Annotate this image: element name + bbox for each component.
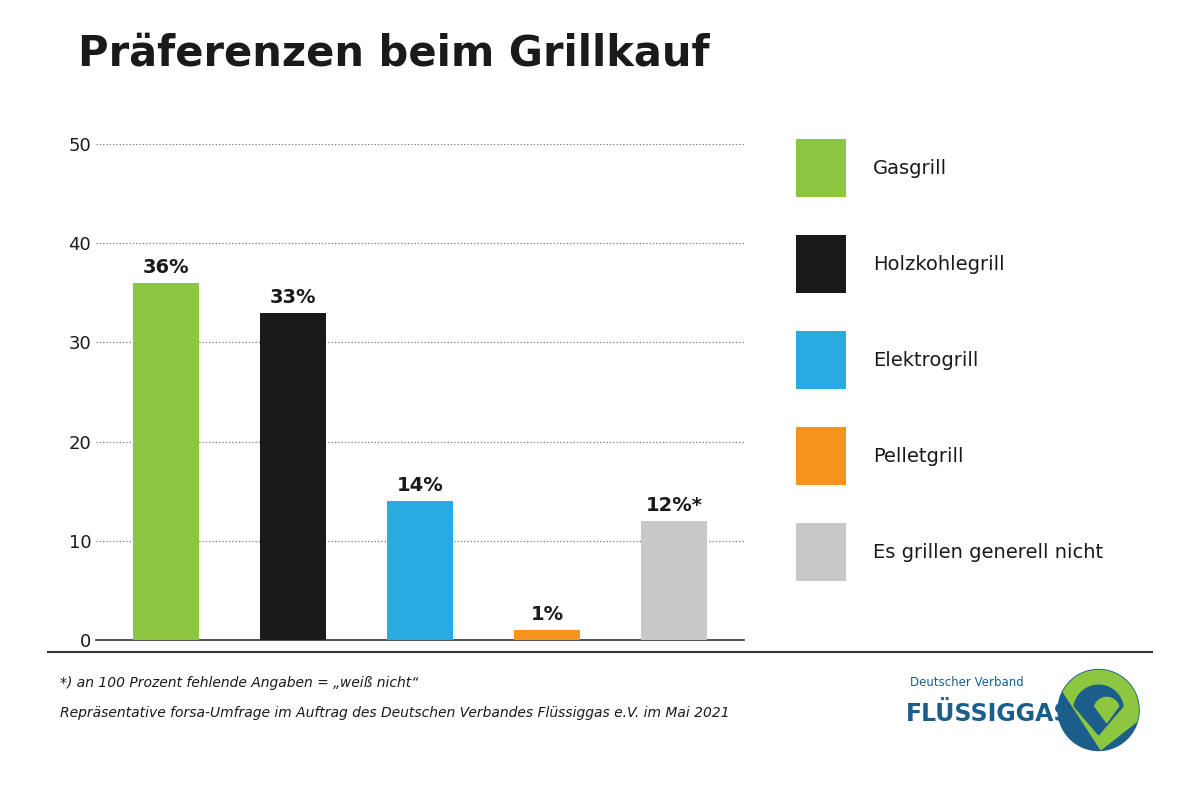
Bar bbox=[133, 283, 199, 640]
FancyBboxPatch shape bbox=[796, 427, 846, 485]
Bar bbox=[514, 630, 580, 640]
Polygon shape bbox=[1074, 686, 1123, 734]
Text: FLÜSSIGGAS: FLÜSSIGGAS bbox=[906, 702, 1072, 726]
Text: Deutscher Verband: Deutscher Verband bbox=[910, 676, 1024, 689]
Text: Elektrogrill: Elektrogrill bbox=[872, 350, 978, 370]
FancyBboxPatch shape bbox=[796, 523, 846, 581]
Text: Pelletgrill: Pelletgrill bbox=[872, 446, 964, 466]
Bar bbox=[386, 501, 454, 640]
Text: 14%: 14% bbox=[397, 476, 443, 495]
Bar bbox=[260, 313, 326, 640]
Text: Gasgrill: Gasgrill bbox=[872, 158, 947, 178]
Text: Holzkohlegrill: Holzkohlegrill bbox=[872, 254, 1004, 274]
FancyBboxPatch shape bbox=[796, 235, 846, 293]
Polygon shape bbox=[1094, 698, 1118, 722]
Text: 36%: 36% bbox=[143, 258, 190, 277]
Text: 12%*: 12%* bbox=[646, 496, 702, 515]
Text: 1%: 1% bbox=[530, 605, 564, 624]
FancyBboxPatch shape bbox=[796, 139, 846, 197]
Text: 33%: 33% bbox=[270, 288, 316, 306]
Text: Es grillen generell nicht: Es grillen generell nicht bbox=[872, 542, 1103, 562]
Circle shape bbox=[1058, 670, 1139, 750]
Text: Repräsentative forsa-Umfrage im Auftrag des Deutschen Verbandes Flüssiggas e.V. : Repräsentative forsa-Umfrage im Auftrag … bbox=[60, 706, 730, 720]
Text: Präferenzen beim Grillkauf: Präferenzen beim Grillkauf bbox=[78, 32, 709, 74]
Text: *) an 100 Prozent fehlende Angaben = „weiß nicht“: *) an 100 Prozent fehlende Angaben = „we… bbox=[60, 676, 419, 690]
FancyBboxPatch shape bbox=[796, 331, 846, 389]
Polygon shape bbox=[1063, 670, 1138, 750]
Bar bbox=[641, 521, 707, 640]
